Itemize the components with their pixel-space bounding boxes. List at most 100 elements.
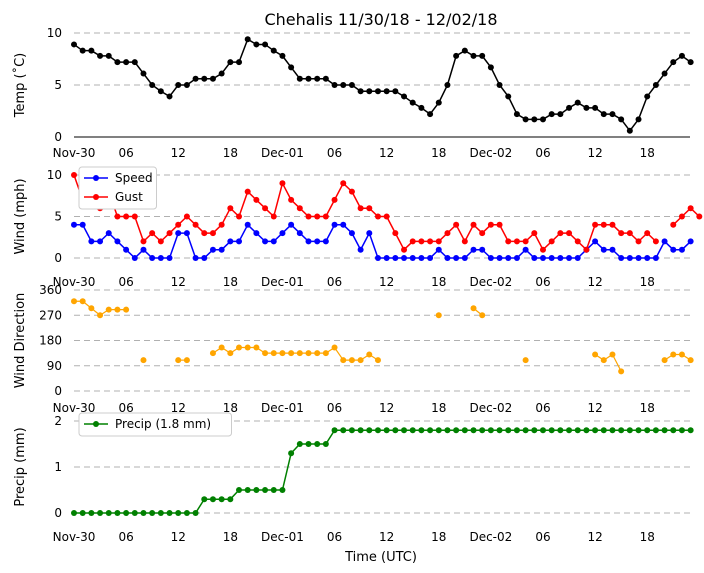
temp-x-tick-label: 06	[327, 146, 342, 160]
dir-direction-point	[661, 357, 668, 364]
precip-precip-1-8-mm-point	[566, 427, 573, 434]
dir-direction-point	[71, 298, 77, 305]
precip-x-tick-label: 12	[379, 530, 394, 544]
dir-direction-point	[470, 305, 477, 312]
wind-x-tick-label: Dec-01	[261, 275, 304, 289]
temp-temp-point	[331, 82, 338, 88]
precip-precip-1-8-mm-point	[444, 427, 451, 434]
wind-speed-point	[522, 246, 529, 253]
precip-precip-1-8-mm-point	[583, 427, 590, 434]
wind-speed-point	[244, 221, 251, 228]
precip-x-tick-label: 18	[431, 530, 446, 544]
wind-speed-point	[401, 255, 408, 261]
wind-gust-point	[461, 238, 468, 245]
wind-gust-point	[166, 230, 173, 237]
temp-temp-point	[574, 99, 581, 106]
precip-precip-1-8-mm-point	[270, 487, 277, 493]
precip-precip-1-8-mm-point	[322, 441, 329, 447]
wind-gust-point	[453, 221, 460, 228]
precip-precip-1-8-mm-point	[600, 427, 607, 434]
precip-x-tick-label: 12	[171, 530, 186, 544]
wind-speed-point	[418, 255, 425, 261]
temp-temp-point	[262, 41, 269, 48]
temp-temp-point	[209, 75, 216, 82]
precip-precip-1-8-mm-point	[314, 441, 321, 447]
precip-x-tick-label: 18	[223, 530, 238, 544]
precip-precip-1-8-mm-point	[79, 510, 86, 516]
temp-x-tick-label: 12	[379, 146, 394, 160]
precip-precip-1-8-mm-point	[192, 510, 199, 516]
wind-speed-point	[670, 246, 677, 253]
dir-y-axis-label: Wind Direction	[13, 293, 28, 389]
temp-temp-point	[592, 104, 599, 111]
temp-temp-point	[279, 52, 286, 59]
temp-temp-point	[366, 88, 373, 95]
dir-direction-point	[253, 344, 260, 351]
temp-temp-point	[678, 52, 685, 59]
wind-gust-point	[279, 180, 286, 187]
wind-gust-point	[539, 246, 546, 253]
precip-precip-1-8-mm-line	[74, 429, 691, 514]
precip-precip-1-8-mm-point	[427, 427, 434, 434]
dir-direction-point	[435, 312, 442, 319]
dir-direction-point	[609, 351, 616, 358]
wind-speed-point	[253, 230, 260, 237]
precip-precip-1-8-mm-point	[574, 427, 581, 434]
precip-y-axis-label: Precip (mm)	[13, 427, 28, 506]
dir-direction-point	[340, 357, 347, 364]
precip-precip-1-8-mm-point	[218, 496, 225, 503]
wind-speed-point	[348, 230, 355, 237]
dir-direction-point	[479, 312, 486, 319]
precip-precip-1-8-mm-point	[635, 427, 642, 434]
wind-gust-point	[331, 196, 338, 203]
wind-gust-point	[435, 238, 442, 245]
wind-gust-point	[305, 213, 312, 220]
temp-temp-point	[244, 36, 251, 43]
dir-y-tick-label: 270	[39, 308, 62, 322]
wind-gust-point	[696, 213, 703, 220]
temp-temp-point	[322, 75, 329, 82]
temp-temp-point	[149, 82, 156, 88]
dir-direction-point	[270, 350, 277, 357]
x-axis-label: Time (UTC)	[344, 550, 417, 565]
precip-precip-1-8-mm-point	[652, 427, 659, 434]
precip-x-tick-label: 12	[587, 530, 602, 544]
temp-temp-point	[270, 47, 277, 54]
wind-gust-point	[209, 230, 216, 237]
wind-speed-point	[496, 255, 503, 261]
dir-x-tick-label: 06	[535, 401, 550, 415]
temp-temp-point	[444, 82, 451, 88]
dir-direction-point	[331, 344, 338, 351]
wind-x-tick-label: 06	[535, 275, 550, 289]
precip-precip-1-8-mm-point	[175, 510, 182, 516]
temp-temp-point	[175, 82, 182, 88]
temp-temp-point	[192, 75, 199, 82]
precip-precip-1-8-mm-point	[105, 510, 112, 516]
wind-speed-point	[305, 238, 312, 245]
temp-x-tick-label: 06	[535, 146, 550, 160]
temp-x-tick-label: Dec-02	[469, 146, 512, 160]
temp-temp-point	[435, 99, 442, 106]
wind-speed-point	[531, 255, 538, 261]
temp-temp-point	[131, 59, 138, 66]
wind-gust-point	[374, 213, 381, 220]
precip-precip-1-8-mm-point	[88, 510, 95, 516]
temp-temp-point	[314, 75, 321, 82]
precip-precip-1-8-mm-point	[592, 427, 599, 434]
wind-gust-point	[114, 213, 121, 220]
wind-x-tick-label: Dec-02	[469, 275, 512, 289]
temp-temp-point	[522, 116, 529, 123]
wind-gust-point	[531, 230, 538, 237]
wind-speed-point	[687, 238, 694, 245]
wind-speed-line	[74, 223, 692, 260]
temp-temp-point	[97, 52, 104, 59]
temp-temp-point	[253, 41, 260, 48]
wind-gust-point	[296, 205, 303, 212]
dir-x-tick-label: 12	[171, 401, 186, 415]
precip-precip-1-8-mm-point	[262, 487, 269, 493]
wind-speed-point	[218, 246, 225, 253]
wind-gust-point	[505, 238, 512, 245]
precip-x-tick-label: 06	[118, 530, 133, 544]
wind-speed-point	[661, 238, 668, 245]
